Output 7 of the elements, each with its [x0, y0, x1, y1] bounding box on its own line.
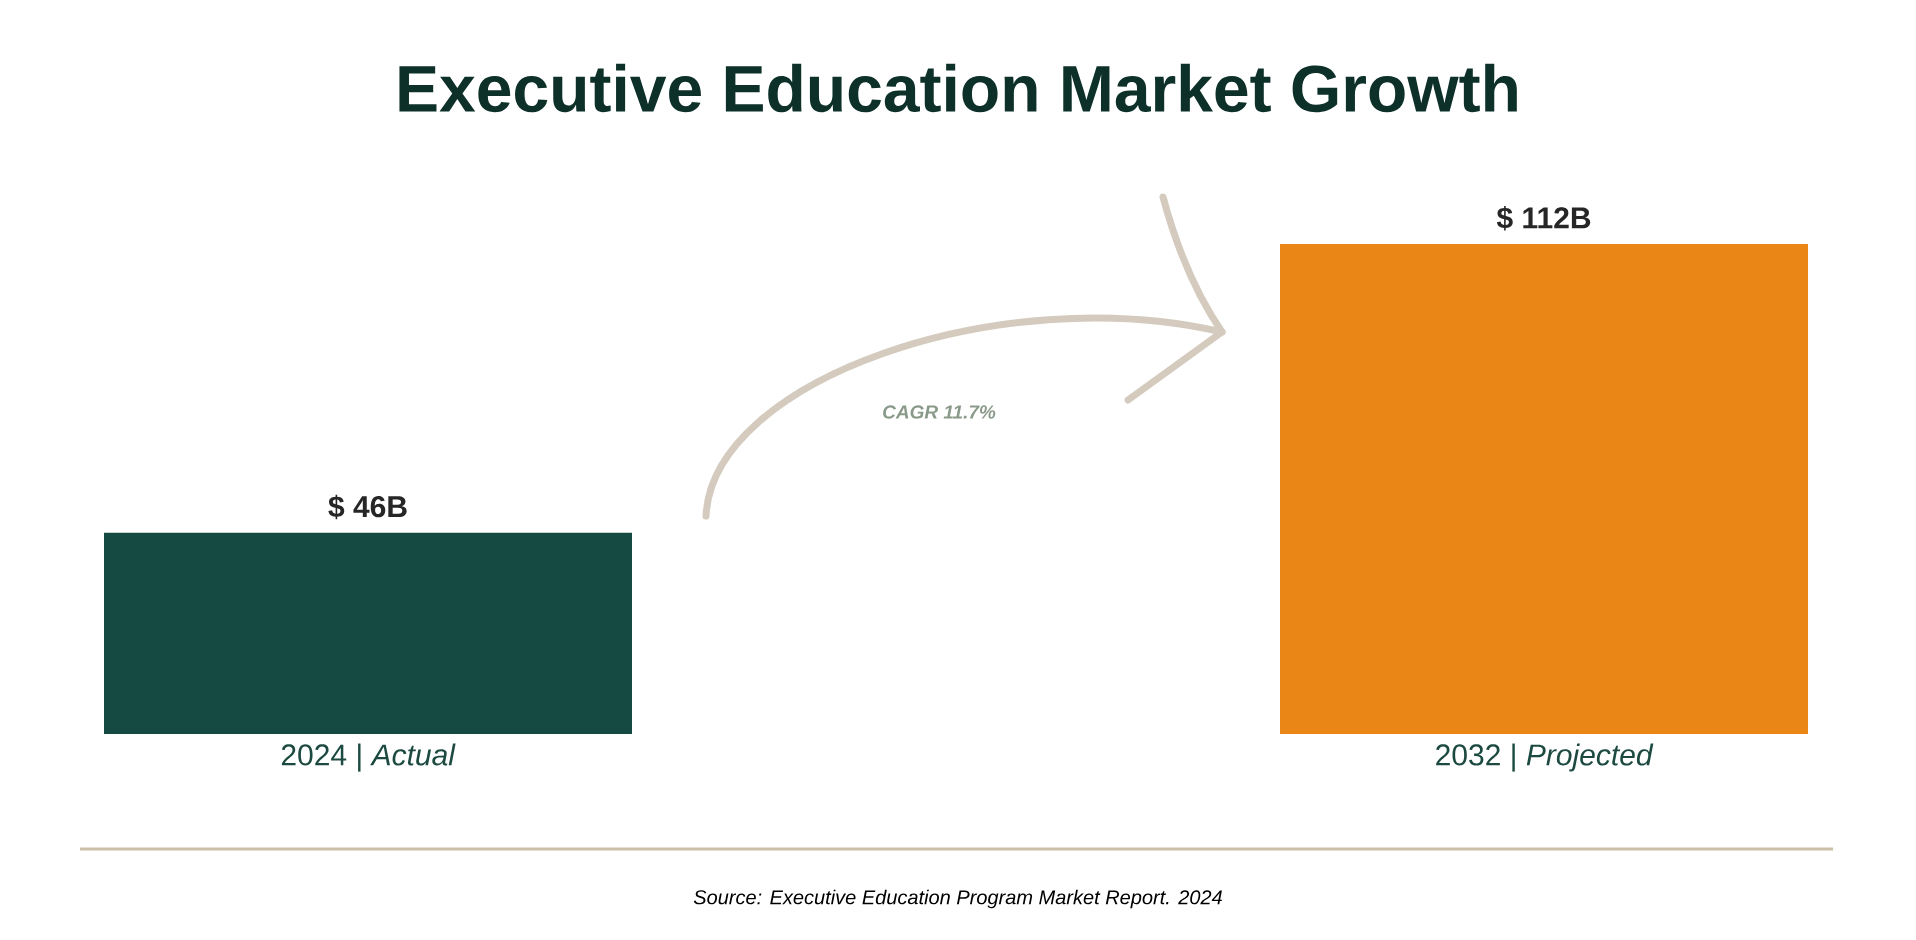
x-tick-label: 2024 | Actual [281, 743, 456, 772]
data-label: $ 46B [328, 494, 407, 520]
data-label: $ 112B [1496, 205, 1591, 231]
source-note: Source: Executive Education Program Market Report. 2024 [693, 889, 1222, 909]
annotation: CAGR 11.7% [883, 405, 996, 419]
chart-title: Executive Education Market Growth [399, 63, 1517, 113]
x-tick-label: 2032 | Projected [1436, 743, 1654, 772]
